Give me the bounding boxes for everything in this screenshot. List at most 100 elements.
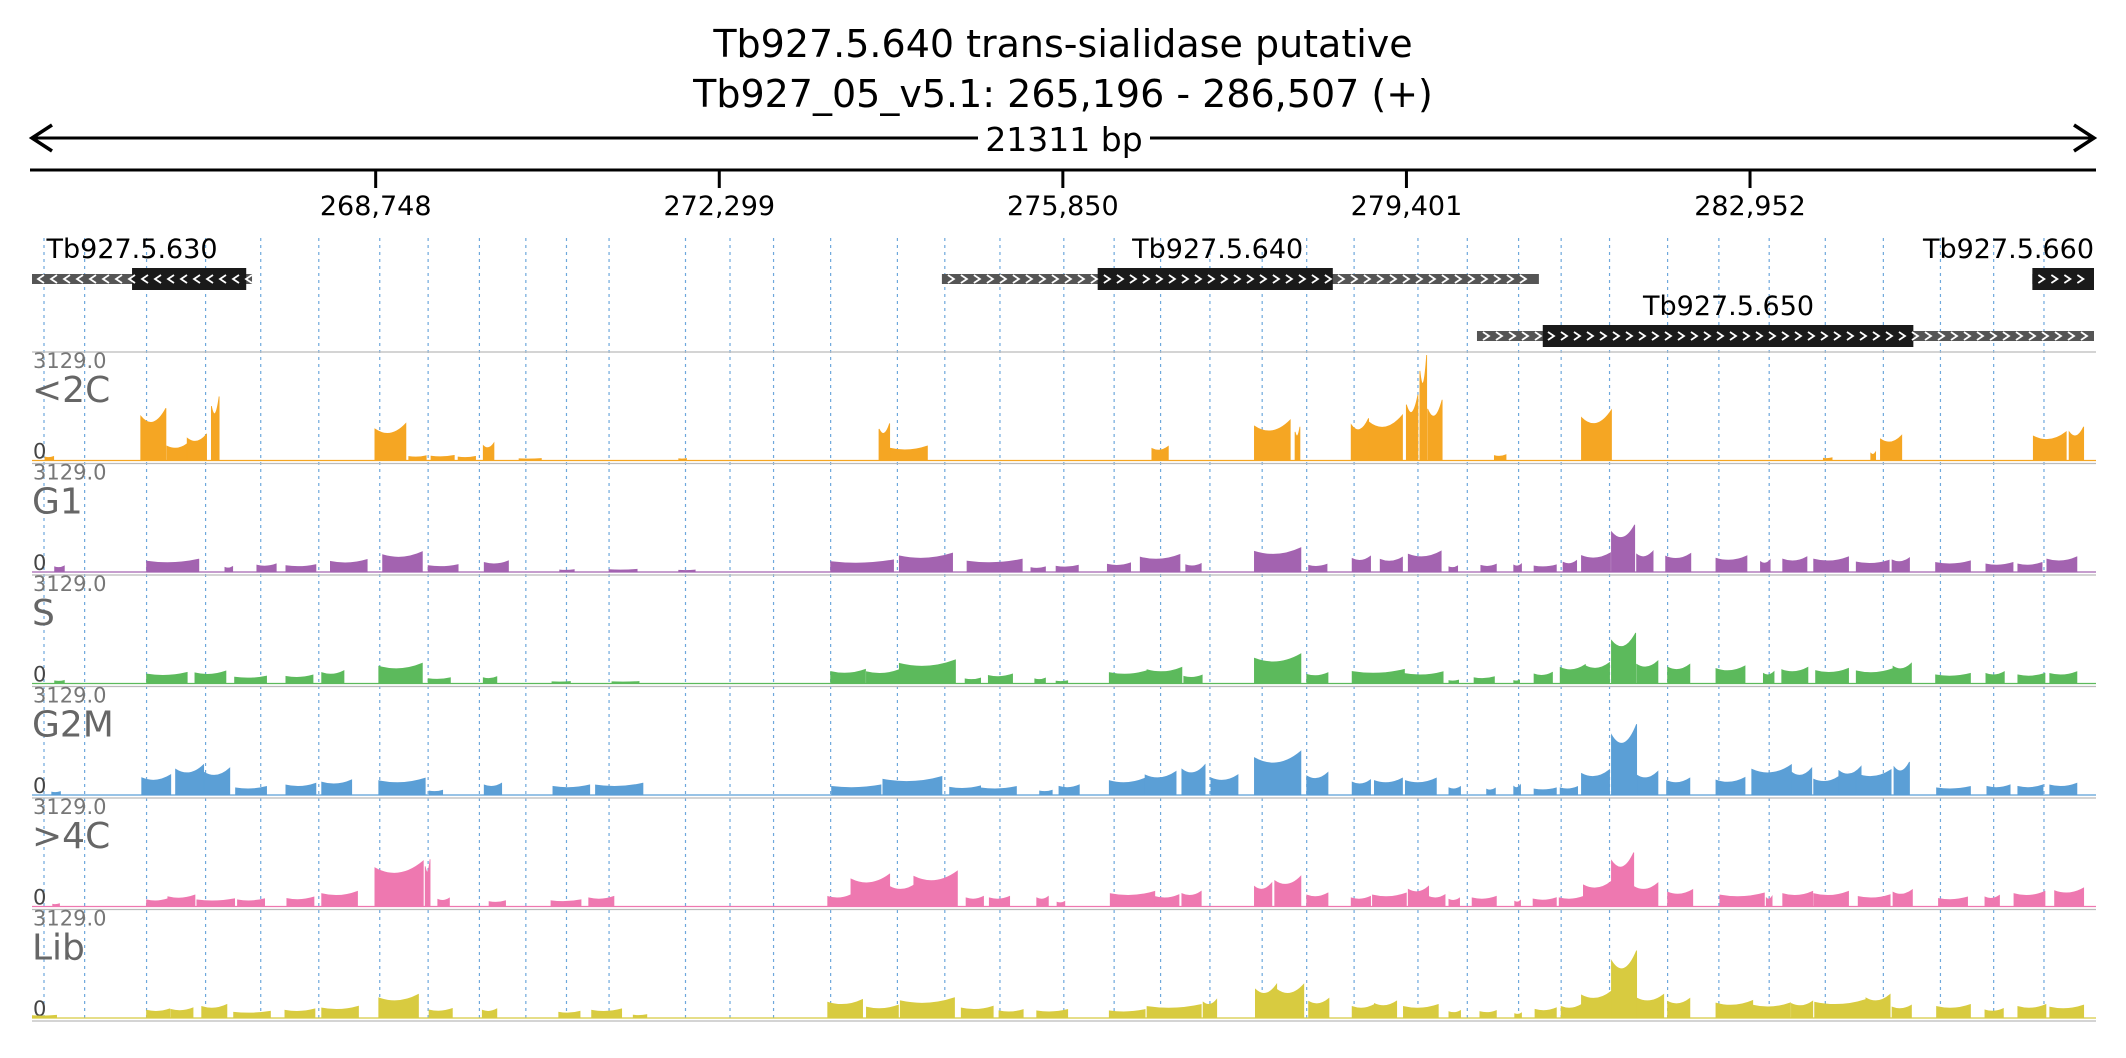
coverage-peak — [234, 675, 267, 684]
track-ymax-label: 3129.0 — [33, 684, 106, 708]
strand-arrow-icon — [2063, 274, 2072, 284]
strand-arrow-icon — [1337, 274, 1346, 284]
coverage-peak — [1055, 564, 1079, 573]
strand-arrow-icon — [1885, 331, 1894, 341]
coverage-peak — [889, 445, 928, 461]
coverage-peak — [457, 455, 476, 461]
strand-arrow-icon — [1090, 274, 1099, 284]
coverage-peak — [1030, 566, 1046, 573]
coverage-peak — [2049, 1004, 2085, 1019]
coverage-peak — [558, 1010, 581, 1019]
coverage-peak — [146, 558, 200, 573]
coverage-peak — [866, 669, 900, 684]
coverage-peak — [1880, 434, 1903, 461]
strand-arrow-icon — [1534, 331, 1543, 341]
coverage-peak — [998, 1009, 1024, 1019]
coverage-peak — [1055, 680, 1069, 684]
coverage-peak — [559, 569, 575, 573]
coverage-peak — [1892, 888, 1913, 907]
coverage-peak — [960, 1005, 994, 1019]
coverage-peak — [1936, 786, 1971, 796]
strand-arrow-icon — [1846, 331, 1855, 341]
strand-arrow-icon — [101, 274, 110, 284]
coverage-peak — [1815, 667, 1849, 684]
strand-arrow-icon — [960, 274, 969, 284]
coverage-peak — [1581, 990, 1612, 1019]
coverage-peak — [1533, 671, 1553, 684]
coverage-peak — [1667, 663, 1691, 684]
coverage-peak — [1667, 997, 1691, 1019]
coverage-peak — [408, 455, 427, 461]
coverage-peak — [44, 455, 55, 461]
coverage-peak — [2054, 887, 2085, 907]
coverage-peak — [830, 559, 894, 573]
coverage-peak — [1813, 775, 1840, 796]
strand-arrow-icon — [1755, 331, 1764, 341]
coverage-peak — [2049, 671, 2078, 684]
coverage-peak — [949, 785, 982, 796]
coverage-peak — [882, 775, 943, 796]
coverage-peak — [186, 433, 207, 461]
coverage-peak — [194, 670, 227, 684]
coverage-peak — [1479, 1009, 1497, 1019]
strand-arrow-icon — [1142, 274, 1151, 284]
strand-arrow-icon — [1467, 274, 1476, 284]
strand-arrow-icon — [36, 274, 45, 284]
coverage-peak — [1109, 890, 1156, 907]
coverage-peak — [235, 786, 267, 796]
coverage-peak — [170, 1007, 194, 1019]
coverage-peak — [1891, 557, 1910, 573]
coverage-peak — [827, 998, 863, 1019]
gene-cds — [2032, 268, 2094, 290]
strand-arrow-icon — [166, 274, 175, 284]
coverage-peak — [1276, 983, 1305, 1019]
coverage-peak — [1611, 724, 1638, 796]
coverage-peak — [378, 777, 426, 796]
strand-arrow-icon — [1833, 331, 1842, 341]
strand-arrow-icon — [1103, 274, 1112, 284]
coverage-peak — [1185, 562, 1202, 573]
coverage-peak — [430, 454, 455, 461]
chart-title: Tb927.5.640 trans-sialidase putative — [712, 22, 1412, 66]
coverage-peak — [1715, 999, 1754, 1019]
track-name: Lib — [32, 928, 85, 969]
coverage-peak — [2017, 672, 2046, 684]
strand-arrow-icon — [1363, 274, 1372, 284]
coverage-peak — [1762, 670, 1775, 684]
coverage-peak — [382, 551, 423, 573]
coverage-peak — [1146, 666, 1183, 684]
strand-arrow-icon — [1625, 331, 1634, 341]
track-ymax-label: 3129.0 — [33, 349, 106, 373]
coverage-peak — [1986, 784, 2011, 796]
track-ymax-label: 3129.0 — [33, 795, 106, 819]
coverage-peak — [210, 396, 220, 461]
strand-arrow-icon — [1989, 331, 1998, 341]
coverage-peak — [1782, 890, 1814, 907]
coverage-peak — [1448, 897, 1460, 907]
strand-arrow-icon — [1521, 331, 1530, 341]
strand-arrow-icon — [1963, 331, 1972, 341]
coverage-peak — [1667, 888, 1694, 907]
coverage-peak — [1719, 892, 1765, 907]
strand-arrow-icon — [1950, 331, 1959, 341]
strand-arrow-icon — [1129, 274, 1138, 284]
coverage-peak — [1581, 408, 1612, 461]
coverage-peak — [1493, 454, 1507, 461]
coverage-peak — [428, 1007, 453, 1019]
coverage-peak — [2046, 556, 2078, 573]
axis-tick-label: 279,401 — [1351, 191, 1463, 222]
coverage-peak — [551, 681, 571, 684]
coverage-peak — [987, 673, 1013, 684]
axis-tick-label: 272,299 — [663, 191, 775, 222]
coordinate-axis-ticks: 268,748 272,299 275,850 279,401 282,952 — [320, 170, 1806, 222]
strand-arrow-icon — [2002, 331, 2011, 341]
coverage-peak — [1781, 666, 1809, 684]
coverage-peak — [899, 997, 955, 1019]
coverage-peak — [1611, 950, 1638, 1019]
coverage-peak — [552, 784, 591, 796]
coverage-peak — [330, 558, 368, 573]
coverage-peak — [1144, 770, 1177, 796]
coverage-peak — [1350, 895, 1371, 907]
strand-arrow-icon — [1519, 274, 1528, 284]
coverage-peak — [1985, 671, 2005, 684]
